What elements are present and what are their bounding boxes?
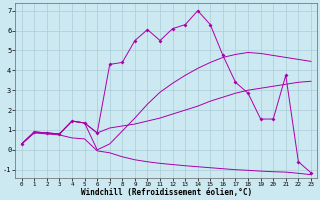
X-axis label: Windchill (Refroidissement éolien,°C): Windchill (Refroidissement éolien,°C) [81, 188, 252, 197]
